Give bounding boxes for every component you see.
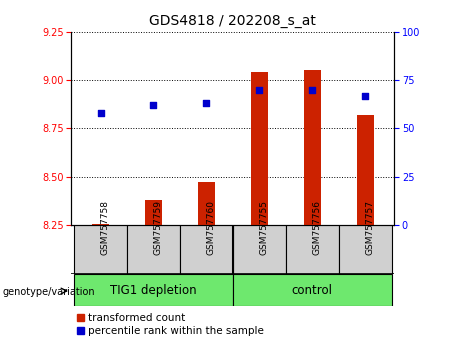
Bar [233,274,391,306]
Bar [304,70,320,225]
Text: GSM757759: GSM757759 [154,200,162,255]
Text: GSM757756: GSM757756 [312,200,321,255]
Bar [357,115,373,225]
Point [150,102,157,108]
Point [255,87,263,93]
Text: GSM757760: GSM757760 [207,200,215,255]
Bar [233,225,286,274]
Point [203,101,210,106]
Bar [286,225,339,274]
Text: control: control [292,284,333,297]
Point [97,110,104,116]
Text: genotype/variation: genotype/variation [2,287,95,297]
Text: GSM757755: GSM757755 [259,200,268,255]
Text: GSM757757: GSM757757 [365,200,374,255]
Bar [92,224,109,225]
Bar [74,274,233,306]
Bar [180,225,233,274]
Text: TIG1 depletion: TIG1 depletion [110,284,197,297]
Bar [339,225,391,274]
Point [308,87,316,93]
Bar [198,182,215,225]
Legend: transformed count, percentile rank within the sample: transformed count, percentile rank withi… [77,313,264,336]
Title: GDS4818 / 202208_s_at: GDS4818 / 202208_s_at [149,14,316,28]
Text: GSM757758: GSM757758 [100,200,110,255]
Bar [251,72,268,225]
Bar [145,200,162,225]
Bar [74,225,127,274]
Bar [127,225,180,274]
Point [361,93,369,98]
